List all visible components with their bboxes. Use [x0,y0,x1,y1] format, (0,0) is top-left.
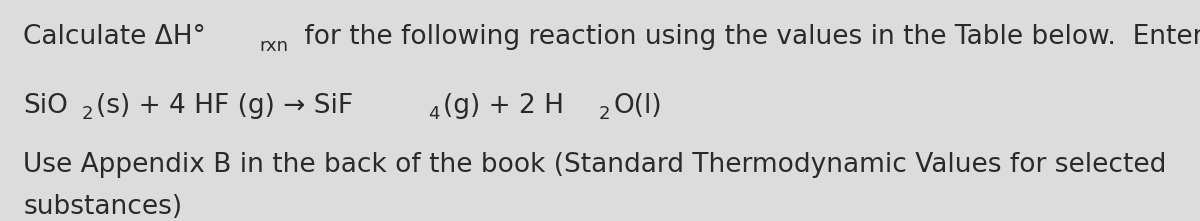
Text: Use Appendix B in the back of the book (Standard Thermodynamic Values for select: Use Appendix B in the back of the book (… [23,152,1166,178]
Text: SiO: SiO [23,93,68,119]
Text: O(l): O(l) [613,93,662,119]
Text: (g) + 2 H: (g) + 2 H [443,93,564,119]
Text: substances): substances) [23,194,182,220]
Text: rxn: rxn [259,37,288,55]
Text: for the following reaction using the values in the Table below.  Enter in kJ: for the following reaction using the val… [296,24,1200,50]
Text: 2: 2 [599,105,611,123]
Text: (s) + 4 HF (g) → SiF: (s) + 4 HF (g) → SiF [96,93,353,119]
Text: 4: 4 [427,105,439,123]
Text: Calculate ΔH°: Calculate ΔH° [23,24,206,50]
Text: 2: 2 [82,105,92,123]
